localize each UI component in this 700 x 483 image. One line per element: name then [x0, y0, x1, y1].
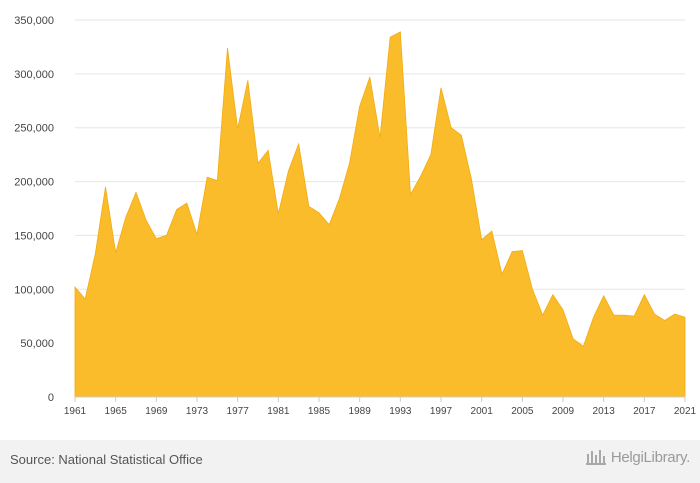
- area-series-shape: [74, 31, 686, 398]
- y-tick-label: 200,000: [14, 177, 54, 189]
- x-tick-label: 1961: [64, 406, 87, 417]
- y-tick-label: 150,000: [14, 230, 54, 242]
- x-tick-label: 1977: [227, 406, 250, 417]
- helgi-library-logo[interactable]: HelgiLibrary.: [585, 448, 690, 466]
- logo-text: HelgiLibrary.: [610, 448, 690, 466]
- library-building-icon: [585, 450, 606, 465]
- x-tick-label: 2005: [511, 406, 534, 417]
- source-note: Source: National Statistical Office: [10, 452, 203, 467]
- y-tick-label: 100,000: [14, 284, 54, 296]
- y-tick-label: 300,000: [14, 69, 54, 81]
- x-tick-label: 1985: [308, 406, 331, 417]
- x-tick-label: 2013: [593, 406, 616, 417]
- y-tick-label: 250,000: [14, 123, 54, 135]
- area-chart: 0 50,000 100,000 150,000 200,000 250,000 300,0…: [14, 15, 697, 417]
- x-tick-label: 2009: [552, 406, 575, 417]
- y-tick-label: 50,000: [20, 338, 54, 350]
- area-series: [74, 31, 686, 398]
- x-tick-label: 1997: [430, 406, 453, 417]
- x-tick-label: 1981: [267, 406, 290, 417]
- x-tick-label: 1993: [389, 406, 412, 417]
- y-axis: 0 50,000 100,000 150,000 200,000 250,000 300,0…: [14, 15, 54, 404]
- x-tick-label: 1973: [186, 406, 209, 417]
- y-tick-label: 0: [48, 392, 54, 404]
- chart-footer: Source: National Statistical Office Helg…: [0, 440, 700, 483]
- x-tick-label: 1989: [349, 406, 372, 417]
- x-tick-label: 2001: [471, 406, 494, 417]
- x-tick-label: 2017: [633, 406, 656, 417]
- x-tick-label: 1965: [105, 406, 128, 417]
- x-axis: 1961 1965 1969 1973 1977 1981 1985 1989 1993 1997…: [64, 396, 697, 417]
- x-tick-label: 2021: [674, 406, 697, 417]
- y-tick-label: 350,000: [14, 15, 54, 27]
- x-tick-label: 1969: [145, 406, 168, 417]
